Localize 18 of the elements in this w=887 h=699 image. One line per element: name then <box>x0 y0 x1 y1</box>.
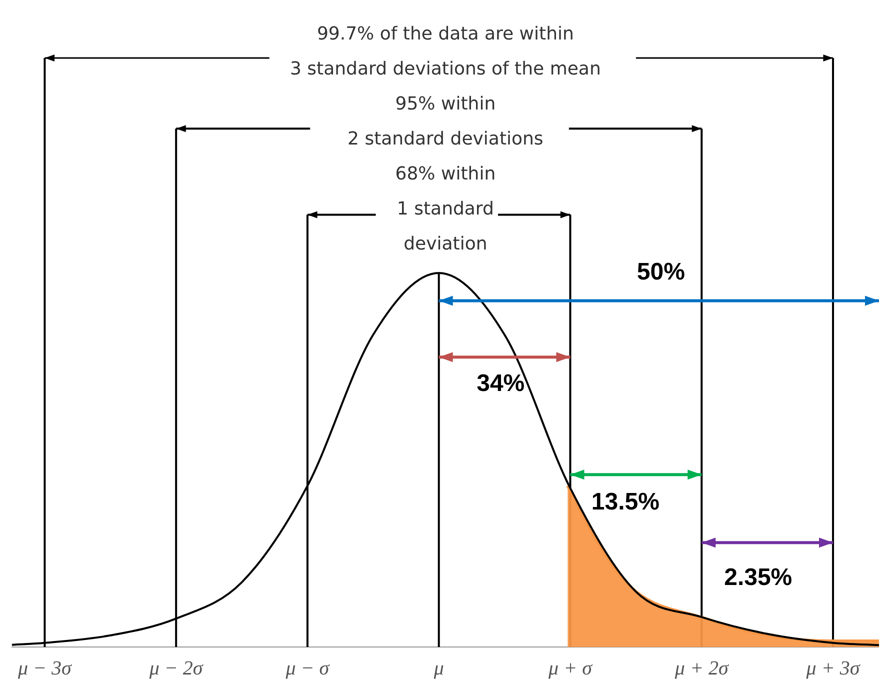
x-tick-label: μ + σ <box>548 657 594 680</box>
annotation: 34% <box>476 370 525 398</box>
text: 1 standard <box>396 198 494 220</box>
text: 3 standard deviations of the mean <box>290 58 601 80</box>
text: deviation <box>404 234 488 255</box>
annotation: 2.35% <box>724 564 792 591</box>
text: 99.7% of the data are within <box>316 24 574 45</box>
x-tick-label: μ + 3σ <box>805 657 861 680</box>
x-tick-label: μ − σ <box>284 657 330 680</box>
text: 95% within <box>395 94 496 115</box>
x-tick-label: μ <box>432 657 444 680</box>
annotation: 13.5% <box>591 488 660 516</box>
text: 2 standard deviations <box>348 128 544 150</box>
x-tick-label: μ + 2σ <box>674 657 730 680</box>
x-tick-label: μ − 2σ <box>148 657 204 680</box>
text: 68% within <box>395 164 496 185</box>
annotation: 50% <box>636 258 685 286</box>
x-tick-label: μ − 3σ <box>16 657 73 680</box>
